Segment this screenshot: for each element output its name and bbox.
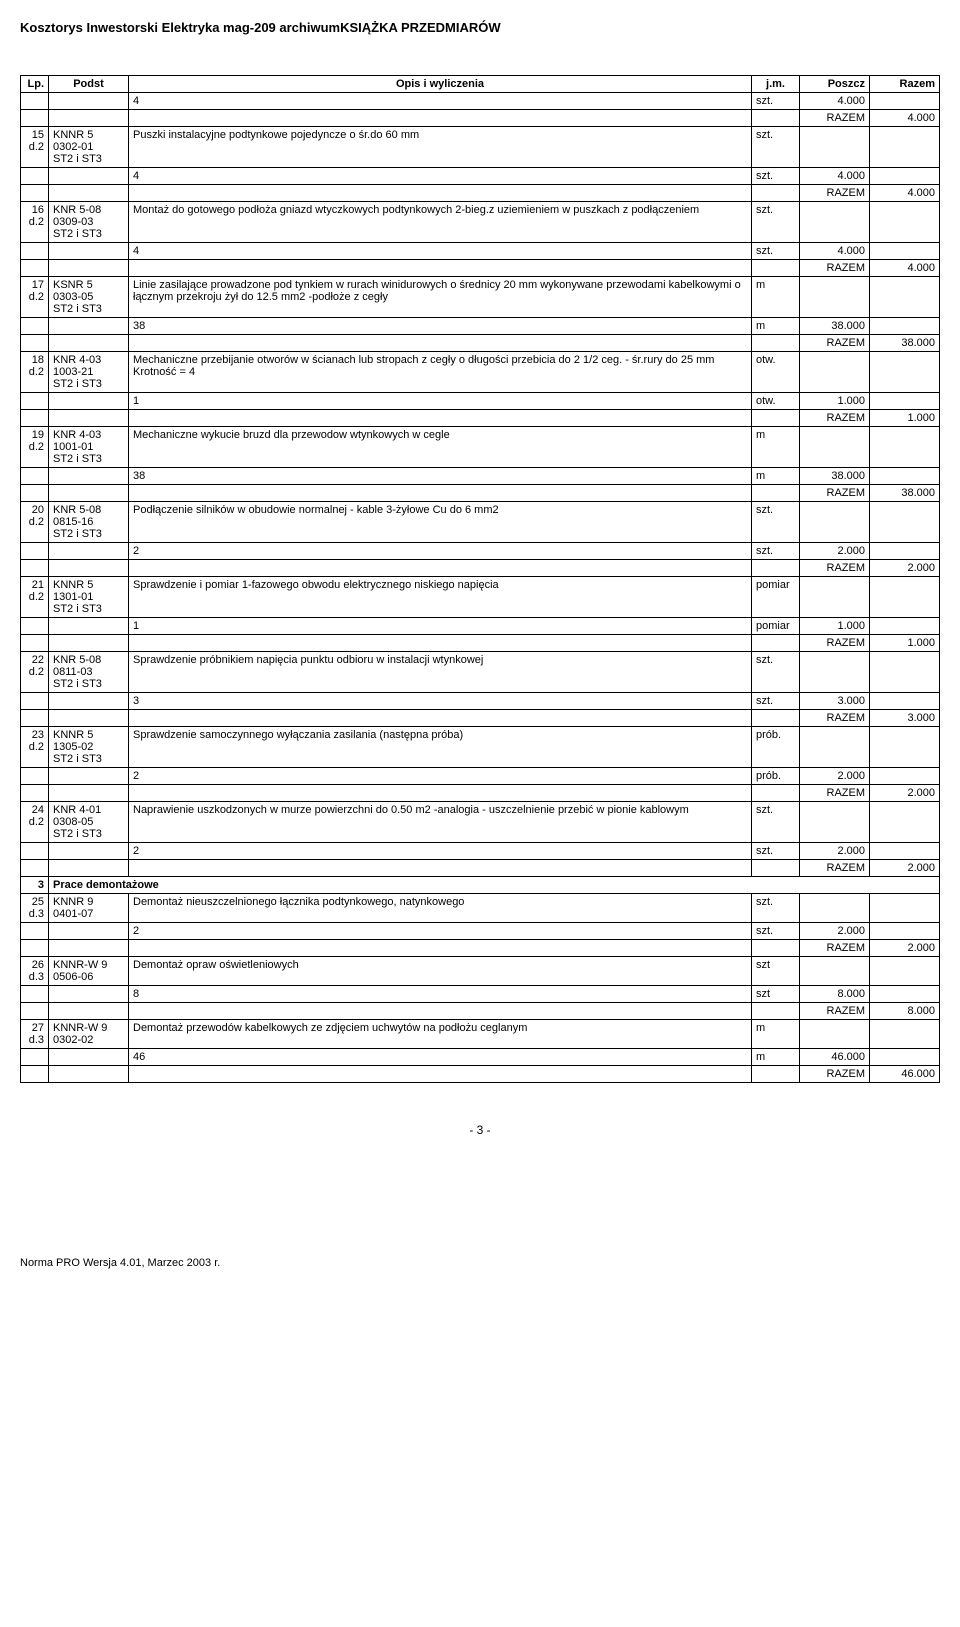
table-row: RAZEM4.000	[21, 185, 940, 202]
table-row: 25d.3KNNR 90401-07Demontaż nieuszczelnio…	[21, 894, 940, 923]
table-row: RAZEM38.000	[21, 335, 940, 352]
table-row: 24d.2KNR 4-010308-05ST2 i ST3Naprawienie…	[21, 802, 940, 843]
footer-note: Norma PRO Wersja 4.01, Marzec 2003 r.	[20, 1257, 940, 1269]
table-row: RAZEM3.000	[21, 710, 940, 727]
table-row: RAZEM2.000	[21, 860, 940, 877]
page-number: - 3 -	[20, 1123, 940, 1137]
table-row: RAZEM1.000	[21, 410, 940, 427]
table-row: RAZEM46.000	[21, 1066, 940, 1083]
table-row: 38m38.000	[21, 318, 940, 335]
col-header-opis: Opis i wyliczenia	[129, 76, 752, 93]
table-row: 4szt.4.000	[21, 168, 940, 185]
cost-table: Lp. Podst Opis i wyliczenia j.m. Poszcz …	[20, 75, 940, 1083]
table-row: 18d.2KNR 4-031003-21ST2 i ST3Mechaniczne…	[21, 352, 940, 393]
table-row: 27d.3KNNR-W 90302-02Demontaż przewodów k…	[21, 1020, 940, 1049]
table-header-row: Lp. Podst Opis i wyliczenia j.m. Poszcz …	[21, 76, 940, 93]
col-header-poszcz: Poszcz	[800, 76, 870, 93]
table-row: 1otw.1.000	[21, 393, 940, 410]
table-row: 21d.2KNNR 51301-01ST2 i ST3Sprawdzenie i…	[21, 577, 940, 618]
table-row: 46m46.000	[21, 1049, 940, 1066]
table-row: 22d.2KNR 5-080811-03ST2 i ST3Sprawdzenie…	[21, 652, 940, 693]
section-header-row: 3Prace demontażowe	[21, 877, 940, 894]
table-row: RAZEM2.000	[21, 560, 940, 577]
table-row: 16d.2KNR 5-080309-03ST2 i ST3Montaż do g…	[21, 202, 940, 243]
table-row: RAZEM2.000	[21, 940, 940, 957]
table-body: 4szt.4.000RAZEM4.00015d.2KNNR 50302-01ST…	[21, 93, 940, 1083]
table-row: 20d.2KNR 5-080815-16ST2 i ST3Podłączenie…	[21, 502, 940, 543]
col-header-lp: Lp.	[21, 76, 49, 93]
col-header-razem: Razem	[870, 76, 940, 93]
table-row: RAZEM1.000	[21, 635, 940, 652]
table-row: 17d.2KSNR 50303-05ST2 i ST3Linie zasilaj…	[21, 277, 940, 318]
table-row: 15d.2KNNR 50302-01ST2 i ST3Puszki instal…	[21, 127, 940, 168]
table-row: 2prób.2.000	[21, 768, 940, 785]
table-row: 3szt.3.000	[21, 693, 940, 710]
table-row: 23d.2KNNR 51305-02ST2 i ST3Sprawdzenie s…	[21, 727, 940, 768]
col-header-jm: j.m.	[752, 76, 800, 93]
table-row: RAZEM4.000	[21, 260, 940, 277]
table-row: 2szt.2.000	[21, 923, 940, 940]
table-row: 8szt8.000	[21, 986, 940, 1003]
table-row: RAZEM2.000	[21, 785, 940, 802]
table-row: 4szt.4.000	[21, 93, 940, 110]
table-row: 38m38.000	[21, 468, 940, 485]
table-row: RAZEM8.000	[21, 1003, 940, 1020]
col-header-podst: Podst	[49, 76, 129, 93]
table-row: 2szt.2.000	[21, 543, 940, 560]
table-row: RAZEM38.000	[21, 485, 940, 502]
document-title: Kosztorys Inwestorski Elektryka mag-209 …	[20, 20, 940, 35]
table-row: 19d.2KNR 4-031001-01ST2 i ST3Mechaniczne…	[21, 427, 940, 468]
table-row: 4szt.4.000	[21, 243, 940, 260]
table-row: RAZEM4.000	[21, 110, 940, 127]
table-row: 2szt.2.000	[21, 843, 940, 860]
table-row: 26d.3KNNR-W 90506-06Demontaż opraw oświe…	[21, 957, 940, 986]
table-row: 1pomiar1.000	[21, 618, 940, 635]
